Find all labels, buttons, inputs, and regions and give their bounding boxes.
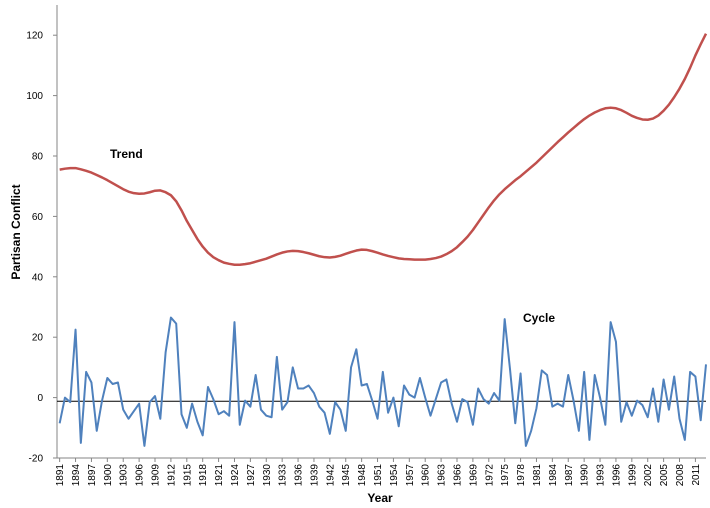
x-tick-label: 1945 [341,464,352,487]
annotation: Trend [110,147,143,161]
x-tick-label: 1957 [405,464,416,487]
x-tick-label: 2008 [675,464,686,487]
y-tick-label: 60 [32,212,44,223]
x-tick-label: 1915 [182,464,193,487]
y-tick-label: 100 [26,91,43,102]
x-tick-label: 1939 [309,464,320,487]
y-axis-label: Partisan Conflict [9,184,23,279]
x-tick-label: 1996 [611,464,622,487]
x-tick-label: 1981 [532,464,543,487]
y-tick-label: 120 [26,31,43,42]
x-tick-label: 1978 [516,464,527,487]
x-tick-label: 1948 [357,464,368,487]
series-line [58,316,707,447]
x-tick-label: 1894 [71,464,82,487]
x-tick-label: 1933 [278,464,289,487]
x-tick-label: 1987 [564,464,575,487]
x-tick-label: 1906 [135,464,146,487]
x-tick-label: 1972 [484,464,495,487]
x-tick-label: 1984 [548,464,559,487]
x-tick-label: 1930 [262,464,273,487]
x-tick-label: 1891 [55,464,66,487]
x-tick-label: 2002 [643,464,654,487]
series-line [59,33,708,266]
x-tick-label: 1918 [198,464,209,487]
annotation: Cycle [523,311,555,325]
x-tick-label: 1897 [87,464,98,487]
x-tick-label: 1960 [421,464,432,487]
x-tick-label: 1993 [596,464,607,487]
x-tick-label: 1909 [151,464,162,487]
x-tick-label: 1999 [627,464,638,487]
x-tick-label: 1912 [166,464,177,487]
x-tick-label: 1900 [103,464,114,487]
x-tick-label: 1954 [389,464,400,487]
x-tick-label: 1975 [500,464,511,487]
x-tick-label: 1921 [214,464,225,487]
x-axis-label: Year [367,491,393,505]
x-tick-label: 1990 [580,464,591,487]
x-tick-label: 2011 [691,464,702,486]
x-tick-label: 1924 [230,464,241,487]
y-tick-label: 40 [32,272,44,283]
x-tick-label: 1903 [119,464,130,487]
x-tick-label: 1936 [294,464,305,487]
x-tick-label: 1942 [325,464,336,487]
x-tick-label: 1963 [437,464,448,487]
x-tick-label: 1969 [468,464,479,487]
x-tick-label: 1951 [373,464,384,487]
x-tick-label: 2005 [659,464,670,487]
y-tick-label: 0 [37,393,43,404]
x-tick-label: 1927 [246,464,257,487]
y-tick-label: -20 [29,454,44,465]
y-tick-label: 80 [32,152,44,163]
x-tick-label: 1966 [452,464,463,487]
y-tick-label: 20 [32,333,44,344]
